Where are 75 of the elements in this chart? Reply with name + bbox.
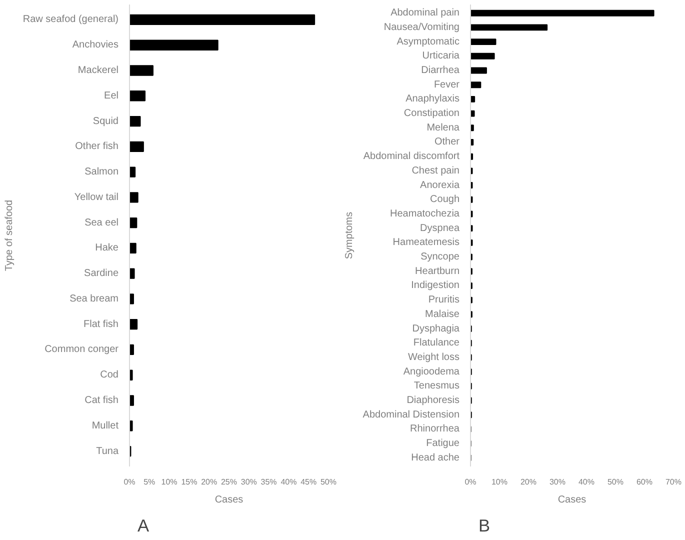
x-tick-label: 60% [636,478,653,486]
y-tick-label: Tenesmus [414,380,460,392]
y-tick-label: Other fish [75,141,119,152]
y-tick-label: Squid [92,116,118,127]
y-axis-title: Type of seafood [4,200,15,272]
y-tick-label: Heamatochezia [390,208,460,220]
y-tick-label: Diarrhea [421,65,460,76]
text: A [138,516,150,536]
x-tick-label: 40% [280,478,297,486]
y-tick-label: Dyspnea [420,222,460,234]
y-tick-label: Anorexia [420,180,460,191]
y-tick-label: Raw seafod (general) [22,14,119,26]
y-tick-label: Cat fish [84,395,119,406]
y-tick-label: Sardine [84,268,119,280]
y-tick-label: Abdominal pain [390,8,460,19]
y-tick-label: Sea bream [70,293,119,304]
y-tick-label: Rhinorrhea [410,424,460,435]
y-tick-label: Melena [426,122,460,134]
y-tick-label: Malaise [425,308,460,320]
y-tick-label: Asymptomatic [396,36,460,48]
y-tick-label: Cod [100,370,119,381]
y-tick-label: Hake [95,242,119,254]
y-tick-label: Anaphylaxis [406,94,460,105]
y-tick-label: Eel [104,90,118,102]
x-tick-label: 20% [201,478,218,486]
y-tick-label: Hameatemesis [392,237,460,248]
y-tick-label: Flat fish [83,318,119,330]
x-tick-label: 50% [607,478,624,486]
y-tick-label: Other [434,136,460,148]
x-tick-label: 0% [464,478,476,486]
y-tick-label: Fever [434,79,460,90]
y-tick-label: Mackerel [78,65,119,76]
x-tick-label: 20% [520,478,537,486]
y-tick-label: Diaphoresis [406,395,460,406]
y-tick-label: Nausea/Vomiting [384,22,460,33]
x-tick-label: 5% [144,478,156,486]
x-tick-label: 30% [240,478,257,486]
y-tick-label: Flatulance [413,338,460,349]
y-tick-label: Pruritis [428,294,460,306]
x-tick-label: 10% [491,478,508,486]
x-axis-title: Cases [214,494,244,506]
y-tick-label: Salmon [84,166,118,178]
x-tick-label: 35% [260,478,277,486]
y-tick-label: Indigestion [411,280,460,292]
y-tick-label: Mullet [92,420,119,432]
y-axis-title: Symptoms [344,212,355,260]
x-tick-label: 45% [300,478,317,486]
x-tick-label: 15% [181,478,198,486]
y-tick-label: Tuna [96,446,119,457]
text: B [478,516,490,536]
y-tick-label: Cough [430,194,460,206]
x-tick-label: 40% [578,478,595,486]
y-tick-label: Common conger [44,344,120,356]
y-tick-label: Weight loss [408,352,460,363]
y-tick-label: Syncope [420,252,460,263]
y-tick-label: Fatigue [426,438,460,450]
y-tick-label: Abdominal Distension [362,409,460,420]
x-tick-label: 70% [665,478,682,486]
y-tick-label: Head ache [411,452,460,464]
x-axis-title: Cases [558,494,586,506]
y-tick-label: Yellow tail [74,192,119,203]
x-tick-label: 30% [549,478,566,486]
x-tick-label: 50% [320,478,337,486]
y-tick-label: Chest pain [412,165,460,176]
x-tick-label: 25% [220,478,238,486]
y-tick-label: Heartburn [415,266,460,277]
y-tick-label: Dysphagia [412,323,460,334]
y-tick-label: Anchovies [72,40,119,51]
x-tick-label: 0% [124,478,136,486]
y-tick-label: Angioodema [403,366,460,378]
y-tick-label: Constipation [404,108,460,120]
y-tick-label: Urticaria [422,50,460,62]
x-tick-label: 10% [161,478,178,486]
y-tick-label: Abdominal discomfort [363,151,460,162]
y-tick-label: Sea eel [84,217,119,228]
